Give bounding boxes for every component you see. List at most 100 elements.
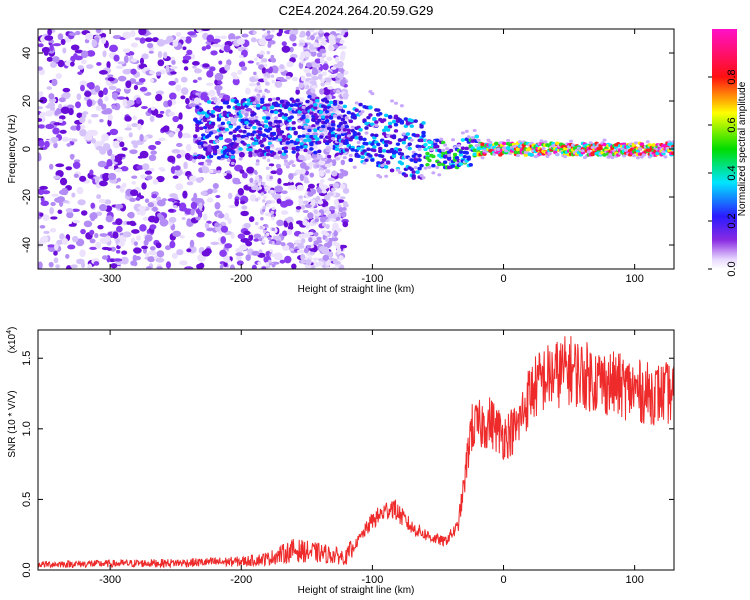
spectrogram-cell: [51, 78, 58, 87]
spectrogram-cell: [283, 105, 289, 110]
spectrogram-cell: [364, 131, 369, 135]
spectrogram-cell: [244, 137, 249, 141]
spectrogram-cell: [306, 245, 312, 249]
spectrogram-cell: [275, 97, 281, 101]
spectrogram-cell: [374, 120, 379, 124]
spectrogram-cell: [303, 138, 308, 143]
spectrogram-cell: [344, 138, 350, 143]
spectrogram-cell: [441, 148, 446, 152]
spectrogram-cell: [328, 206, 336, 211]
spectrogram-cell: [260, 100, 265, 104]
spectrogram-cell: [318, 246, 326, 252]
spectrogram-cell: [216, 108, 222, 113]
spectrogram-cell: [224, 243, 233, 249]
spectrogram-cell: [256, 103, 261, 108]
spectrogram-cell: [189, 239, 195, 248]
spectrogram-cell: [179, 235, 185, 239]
spectrogram-cell: [307, 212, 314, 220]
spectrogram-cell: [325, 169, 331, 174]
spectrogram-cell: [236, 102, 241, 107]
spectrogram-cell: [271, 206, 276, 211]
spectrogram-cell: [144, 37, 153, 43]
spectrogram-cell: [336, 34, 343, 39]
snr-panel: -300 -200 -100 0 100 0.0 0.5 1.0 1.5 Height of …: [6, 327, 675, 596]
spectrogram-cell: [182, 55, 192, 61]
spectrogram-cell: [167, 198, 176, 202]
spectrogram-cell: [304, 153, 312, 161]
spectrogram-cell: [543, 140, 548, 144]
spectrogram-cell: [241, 33, 249, 38]
spectrogram-cell: [260, 143, 265, 148]
spectrogram-cell: [321, 157, 326, 161]
spectrogram-cell: [77, 199, 86, 206]
spectrogram-cell: [284, 199, 294, 207]
spectrogram-cell: [381, 128, 387, 133]
spectrogram-cell: [154, 140, 161, 145]
spectrogram-cell: [338, 172, 344, 179]
spectrogram-cell: [174, 77, 179, 84]
spectrogram-cell: [133, 241, 139, 246]
spectrogram-cell: [223, 44, 231, 53]
spectrogram-cell: [311, 68, 319, 76]
spectrogram-cell: [429, 140, 434, 145]
spectrogram-cell: [590, 152, 595, 157]
spectrogram-cell: [176, 154, 182, 159]
spectrogram-cell: [302, 209, 309, 214]
spectrogram-cell: [411, 170, 416, 174]
spectrogram-cell: [268, 163, 275, 167]
spectrogram-cell: [305, 99, 310, 104]
spectrogram-cell: [431, 154, 436, 159]
spectrogram-cell: [226, 121, 231, 125]
spectrogram-cell: [258, 178, 263, 183]
spectrogram-cell: [116, 136, 124, 141]
spectrogram-cell: [322, 105, 328, 109]
spectrogram-cell: [372, 148, 377, 153]
spectrogram-cell: [311, 159, 321, 163]
spectrogram-cell: [252, 112, 257, 116]
spectrogram-cell: [150, 150, 157, 155]
spectrogram-cell: [195, 105, 200, 109]
spectrogram-cell: [214, 35, 221, 40]
spectrogram-cell: [159, 167, 166, 172]
spectrogram-cell: [513, 150, 519, 155]
spectrogram-cell: [116, 185, 121, 189]
spectrogram-cell: [261, 208, 266, 213]
spectrogram-cell: [437, 173, 442, 177]
spectrogram-cell: [230, 161, 235, 165]
spectrogram-cell: [381, 158, 387, 162]
spectrogram-cell: [252, 101, 257, 105]
spectrogram-cell: [299, 55, 305, 61]
spectrogram-cell: [305, 30, 311, 37]
spectrogram-cell: [342, 221, 349, 228]
spectrogram-cell: [415, 170, 420, 174]
spectrogram-cell: [456, 143, 461, 148]
spectrogram-cell: [419, 138, 424, 143]
spectrogram-cell: [177, 130, 183, 139]
spectrogram-cell: [307, 150, 312, 154]
spectrogram-cell: [148, 144, 157, 151]
spectrogram-cell: [79, 80, 88, 87]
snr-y-ticks: 0.0 0.5 1.0 1.5: [21, 351, 674, 578]
spectrogram-cell: [237, 69, 243, 75]
spectrogram-cell: [270, 210, 274, 215]
spectrogram-cell: [303, 165, 310, 171]
spectrogram-cell: [193, 134, 198, 138]
spectrogram-cell: [319, 88, 325, 95]
spectrogram-cell: [115, 65, 124, 69]
spectrogram-cell: [202, 63, 210, 68]
spectrogram-cell: [133, 84, 139, 91]
spectrogram-cell: [106, 158, 113, 166]
spectrogram-cell: [115, 88, 122, 93]
spectrogram-cell: [515, 153, 520, 158]
spectrogram-cell: [258, 130, 263, 135]
spectrogram-cell: [149, 224, 157, 230]
spectrogram-cell: [149, 115, 155, 123]
spectrogram-cell: [111, 92, 119, 100]
spectrogram-cell: [232, 76, 240, 80]
spectrogram-cell: [259, 225, 264, 230]
spectrogram-cell: [58, 103, 63, 110]
spectrogram-cell: [310, 88, 316, 94]
spectrogram-cell: [336, 124, 342, 129]
spectrogram-cell: [409, 167, 414, 172]
spectrogram-cell: [169, 65, 178, 70]
